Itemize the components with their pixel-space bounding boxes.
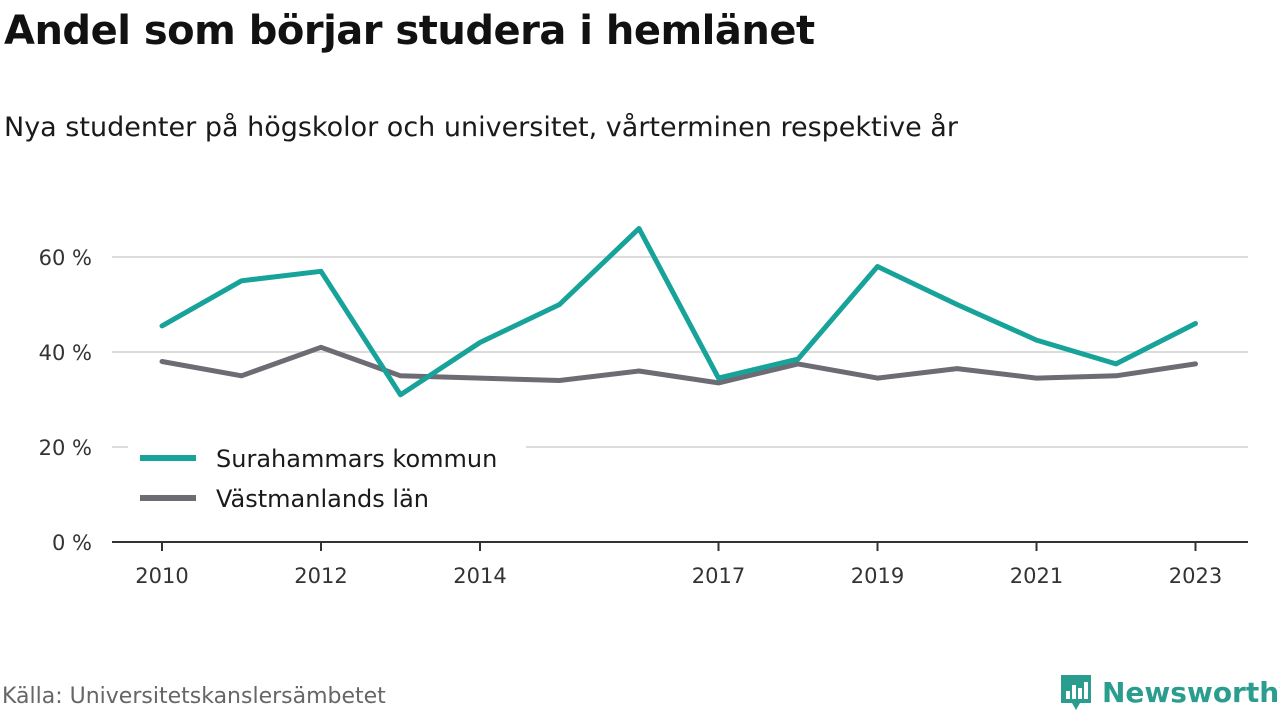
legend-background — [128, 433, 526, 525]
y-tick-label: 40 % — [39, 341, 92, 365]
x-tick-label: 2021 — [1010, 564, 1063, 588]
x-tick-label: 2017 — [692, 564, 745, 588]
x-tick-label: 2010 — [135, 564, 188, 588]
y-tick-label: 0 % — [52, 531, 92, 555]
bar-chart-icon — [1061, 675, 1091, 710]
legend-label: Surahammars kommun — [216, 445, 497, 473]
newsworthy-logo: Newsworthy — [1058, 672, 1280, 712]
legend-label: Västmanlands län — [216, 485, 429, 513]
x-tick-label: 2012 — [294, 564, 347, 588]
series-lines — [159, 226, 1198, 398]
series-line-1 — [159, 344, 1198, 386]
y-tick-label: 20 % — [39, 436, 92, 460]
series-line-0 — [159, 226, 1198, 398]
y-tick-label: 60 % — [39, 246, 92, 270]
source-note: Källa: Universitetskanslersämbetet — [2, 684, 386, 709]
legend: Surahammars kommun Västmanlands län — [128, 433, 526, 525]
chart-subtitle: Nya studenter på högskolor och universit… — [4, 112, 958, 143]
x-tick-label: 2023 — [1169, 564, 1222, 588]
x-tick-label: 2014 — [453, 564, 506, 588]
chart-title: Andel som börjar studera i hemlänet — [4, 8, 815, 54]
brand-name: Newsworthy — [1102, 675, 1280, 709]
x-tick-label: 2019 — [851, 564, 904, 588]
x-axis: 2010 2012 2014 2017 2019 2021 2023 — [112, 541, 1248, 588]
